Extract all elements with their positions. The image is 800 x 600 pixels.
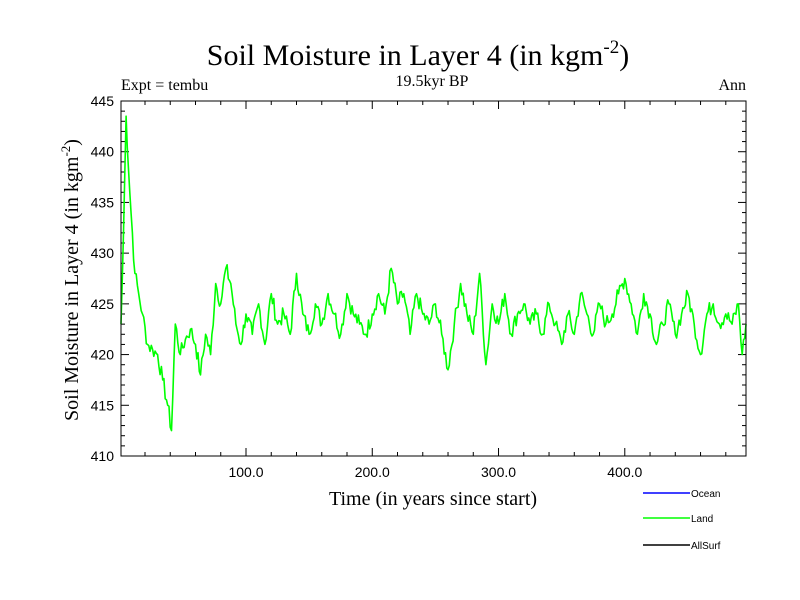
chart-title: Soil Moisture in Layer 4 (in kgm-2) [207, 37, 629, 72]
y-tick-label: 410 [91, 448, 115, 464]
y-tick-label: 425 [91, 296, 115, 312]
series-line-land [120, 115, 747, 432]
legend-label-allsurf: AllSurf [691, 541, 721, 552]
experiment-label: Expt = tembu [121, 77, 208, 94]
axis-tick-labels: 410 415 420 425 430 435 440 445 100.0 200.0 300.0 4… [91, 93, 643, 480]
plot-frame [120, 100, 747, 457]
legend-label-ocean: Ocean [691, 489, 720, 500]
y-tick-label: 445 [91, 93, 115, 109]
axis-ticks [121, 100, 746, 457]
x-tick-label: 100.0 [228, 464, 263, 480]
x-tick-label: 200.0 [355, 464, 390, 480]
y-axis-label: Soil Moisture in Layer 4 (in kgm-2) [58, 139, 83, 421]
x-tick-label: 300.0 [481, 464, 516, 480]
x-axis-label: Time (in years since start) [329, 488, 537, 510]
y-tick-label: 430 [91, 245, 115, 261]
y-tick-label: 440 [91, 144, 115, 160]
y-tick-label: 415 [91, 397, 115, 413]
series-group [120, 115, 747, 432]
y-tick-label: 420 [91, 347, 115, 363]
legend-label-land: Land [691, 514, 713, 525]
season-label: Ann [718, 77, 746, 94]
x-tick-label: 400.0 [607, 464, 642, 480]
legend: Ocean Land AllSurf [643, 489, 721, 552]
y-tick-label: 435 [91, 194, 115, 210]
chart-subtitle: 19.5kyr BP [396, 73, 469, 90]
